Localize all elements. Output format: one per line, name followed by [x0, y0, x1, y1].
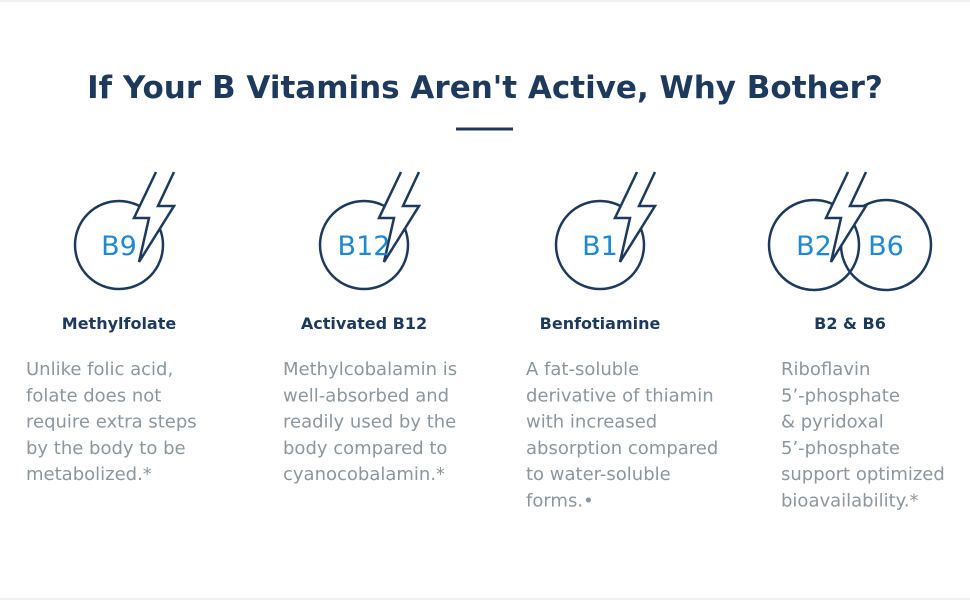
vitamin-circle — [767, 198, 861, 292]
item-description: absorption compared — [526, 438, 718, 459]
item-description: body compared to — [283, 438, 447, 459]
item-description: by the body to be — [26, 438, 186, 459]
item-description: bioavailability.* — [781, 491, 918, 512]
item-description: metabolized.* — [26, 464, 152, 485]
vitamin-circle — [73, 199, 165, 291]
item-description: Riboflavin — [781, 359, 870, 380]
item-name: B2 & B6 — [814, 314, 886, 333]
item-description: readily used by the — [283, 412, 456, 433]
item-name: Methylfolate — [62, 314, 177, 333]
item-description: 5’-phosphate — [781, 385, 900, 406]
vitamin-label: B9 — [101, 231, 137, 262]
vitamin-circle — [554, 199, 646, 291]
item-description: require extra steps — [26, 412, 197, 433]
item-description: Unlike folic acid, — [26, 359, 173, 380]
item-description: well-absorbed and — [283, 385, 449, 406]
vitamin-label: B12 — [338, 231, 391, 262]
title: If Your B Vitamins Aren't Active, Why Bo… — [87, 70, 883, 106]
item-description: 5’-phosphate — [781, 438, 900, 459]
item-description: to water-soluble — [526, 464, 671, 485]
lightning-icon — [132, 171, 177, 263]
item-description: support optimized — [781, 464, 945, 485]
item-description: derivative of thiamin — [526, 385, 714, 406]
item-description: with increased — [526, 412, 657, 433]
item-description: folate does not — [26, 385, 161, 406]
vitamin-label: B2 — [796, 231, 832, 262]
item-description: cyanocobalamin.* — [283, 464, 445, 485]
lightning-icon — [824, 171, 869, 263]
item-description: forms.• — [526, 491, 594, 512]
item-description: & pyridoxal — [781, 412, 884, 433]
vitamin-circle — [318, 199, 410, 291]
vitamin-label: B6 — [868, 231, 904, 262]
item-description: Methylcobalamin is — [283, 359, 457, 380]
item-name: Activated B12 — [301, 314, 427, 333]
item-name: Benfotiamine — [540, 314, 661, 333]
item-description: A fat-soluble — [526, 359, 639, 380]
lightning-icon — [613, 171, 658, 263]
lightning-icon — [377, 171, 422, 263]
vitamin-label: B1 — [582, 231, 618, 262]
